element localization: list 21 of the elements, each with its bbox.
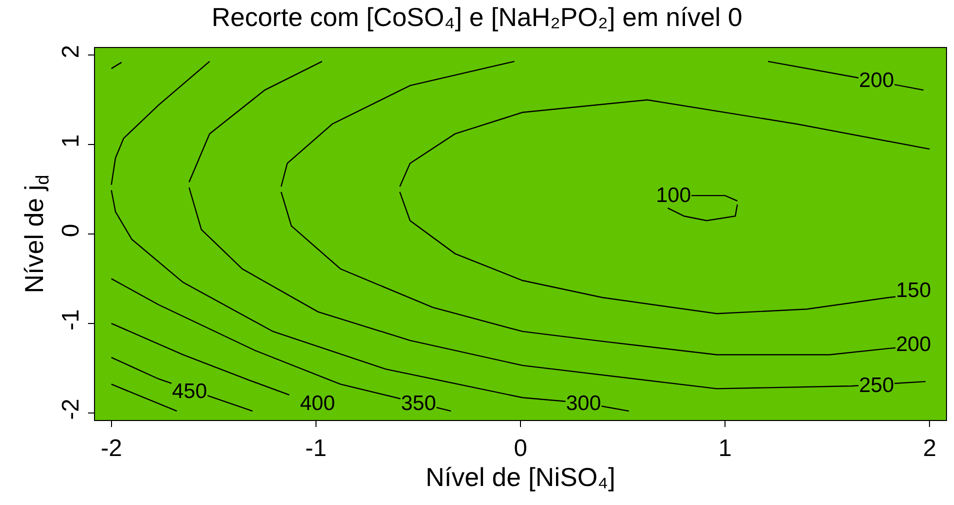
x-tick-label: 2 xyxy=(922,434,936,462)
annotation: 100 xyxy=(656,184,692,207)
annotation: 300 xyxy=(566,392,602,415)
chart-title: Recorte com [CoSO₄] e [NaH₂PO₂] em nível 0 xyxy=(212,2,742,32)
annotation: 200 xyxy=(896,333,932,356)
y-tick-label: 1 xyxy=(57,134,84,148)
annotation: 150 xyxy=(896,279,932,302)
annotation: 250 xyxy=(859,374,894,397)
y-tick-label: -2 xyxy=(57,398,84,420)
y-tick-label: -1 xyxy=(57,309,84,330)
y-tick-label: 2 xyxy=(57,44,84,58)
annotation: 200 xyxy=(859,69,894,92)
x-tick-label: -1 xyxy=(305,434,327,462)
x-tick-label: 1 xyxy=(718,434,732,462)
annotation: 400 xyxy=(300,392,336,415)
x-axis-title: Nível de [NiSO₄] xyxy=(426,462,616,492)
x-tick-label: -2 xyxy=(100,434,122,462)
x-tick-label: 0 xyxy=(514,434,528,462)
y-tick-label: 0 xyxy=(57,224,84,238)
annotation: 350 xyxy=(401,392,436,415)
annotation: 450 xyxy=(172,380,208,403)
